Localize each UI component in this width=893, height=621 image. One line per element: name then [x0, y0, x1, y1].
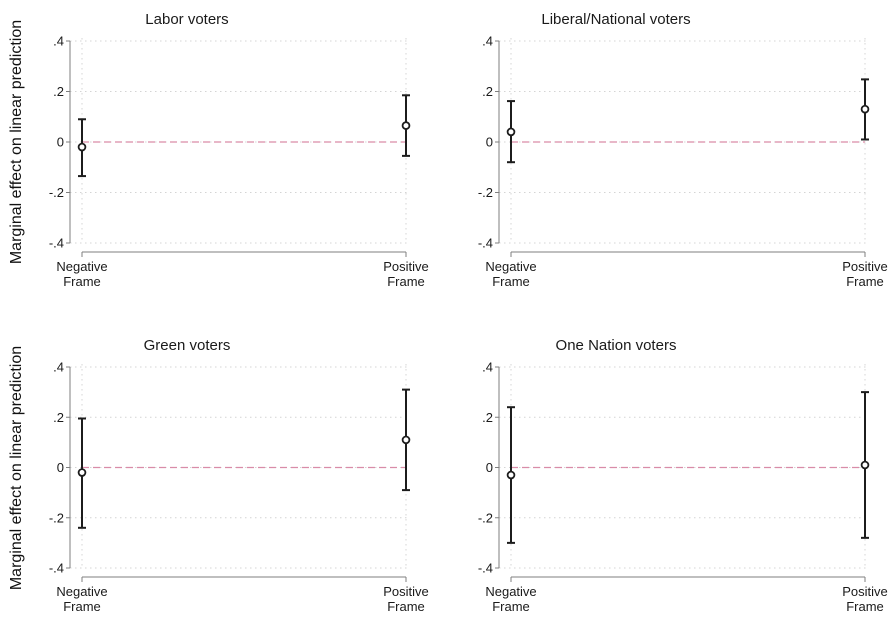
y-tick-label: .2 [482, 410, 493, 425]
x-tick-label: Positive Frame [842, 584, 888, 614]
y-tick-label: .4 [482, 34, 493, 49]
x-tick-label-line: Positive [842, 259, 888, 274]
chart-title: Labor voters [145, 11, 228, 28]
y-tick-label: -.2 [49, 510, 64, 525]
y-tick-label: 0 [57, 460, 64, 475]
y-tick-label: -.2 [478, 510, 493, 525]
y-tick-label: .2 [482, 84, 493, 99]
x-tick-label-line: Frame [846, 599, 884, 614]
y-tick-label: -.4 [478, 236, 493, 251]
x-tick-label-line: Frame [387, 274, 425, 289]
x-tick-label-line: Negative [56, 259, 107, 274]
x-tick-label-line: Frame [387, 599, 425, 614]
x-tick-label: Negative Frame [485, 584, 536, 614]
point-estimate [77, 142, 87, 152]
point-estimate [860, 104, 870, 114]
x-tick-label-line: Frame [492, 274, 530, 289]
point-estimate [401, 435, 411, 445]
x-tick-label-line: Positive [842, 584, 888, 599]
point-estimate [860, 460, 870, 470]
x-tick-label-line: Frame [63, 599, 101, 614]
y-tick-label: .2 [53, 410, 64, 425]
y-tick-label: .4 [53, 34, 64, 49]
x-tick-label-line: Frame [63, 274, 101, 289]
x-tick-label: Negative Frame [485, 259, 536, 289]
point-estimate [77, 468, 87, 477]
x-tick-label-line: Positive [383, 259, 429, 274]
point-estimate [506, 470, 516, 480]
y-tick-label: 0 [486, 135, 493, 150]
x-tick-label: Negative Frame [56, 584, 107, 614]
y-tick-label: 0 [486, 460, 493, 475]
x-tick-label: Negative Frame [56, 259, 107, 289]
y-axis-label-top: Marginal effect on linear prediction [8, 20, 25, 264]
x-tick-label-line: Frame [846, 274, 884, 289]
y-tick-label: .4 [53, 360, 64, 375]
point-estimate [506, 127, 516, 137]
chart-title: Green voters [144, 337, 231, 354]
x-tick-label-line: Negative [56, 584, 107, 599]
x-tick-label: Positive Frame [842, 259, 888, 289]
x-tick-label-line: Positive [383, 584, 429, 599]
x-tick-label-line: Negative [485, 584, 536, 599]
y-tick-label: -.4 [49, 561, 64, 576]
point-estimate [401, 121, 411, 130]
chart-title: One Nation voters [556, 337, 677, 354]
y-tick-label: 0 [57, 135, 64, 150]
y-tick-label: .2 [53, 84, 64, 99]
y-tick-label: -.4 [49, 236, 64, 251]
x-tick-label-line: Frame [492, 599, 530, 614]
y-tick-label: -.2 [49, 185, 64, 200]
x-tick-label: Positive Frame [383, 259, 429, 289]
y-axis-label-bottom: Marginal effect on linear prediction [8, 346, 25, 590]
x-tick-label-line: Negative [485, 259, 536, 274]
x-tick-label: Positive Frame [383, 584, 429, 614]
chart-title: Liberal/National voters [541, 11, 690, 28]
y-tick-label: -.2 [478, 185, 493, 200]
y-tick-label: -.4 [478, 561, 493, 576]
y-tick-label: .4 [482, 360, 493, 375]
